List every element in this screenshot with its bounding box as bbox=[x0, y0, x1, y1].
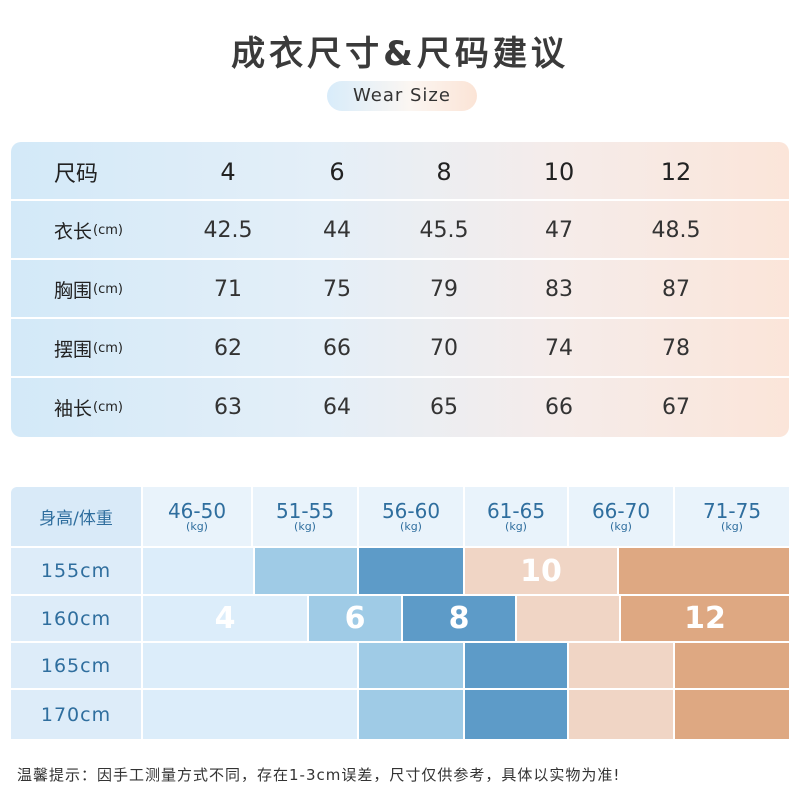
table-cell: 48.5 bbox=[651, 218, 701, 243]
size-block-12 bbox=[675, 643, 789, 688]
size-block-6 bbox=[359, 690, 463, 739]
table-cell: 83 bbox=[545, 277, 573, 302]
size-block-10 bbox=[517, 596, 619, 641]
table-cell: 65 bbox=[430, 395, 458, 420]
size-recommendation-grid: 身高/体重 46-50 (kg) 51-55 (kg) 56-60 (kg) 61-6… bbox=[11, 487, 789, 739]
table-cell: 79 bbox=[430, 277, 458, 302]
size-block-10 bbox=[569, 643, 673, 688]
size-block-12: 12 bbox=[621, 596, 789, 641]
weight-col-header: 66-70 (kg) bbox=[569, 487, 673, 546]
table-cell: 66 bbox=[323, 336, 351, 361]
size-block-6 bbox=[359, 643, 463, 688]
size-block-10: 10 bbox=[465, 548, 617, 594]
table-cell: 44 bbox=[323, 218, 351, 243]
subtitle-badge: Wear Size bbox=[327, 81, 477, 111]
weight-col-header: 46-50 (kg) bbox=[143, 487, 251, 546]
size-col-header: 8 bbox=[436, 157, 452, 186]
height-row-header: 160cm bbox=[11, 596, 141, 641]
size-table: 尺码 4 6 8 10 12 衣长 (cm) 42.5 44 45.5 47 48… bbox=[11, 142, 789, 437]
size-block-6 bbox=[255, 548, 357, 594]
table-row: 胸围 (cm) 71 75 79 83 87 bbox=[11, 260, 789, 319]
height-row-header: 165cm bbox=[11, 643, 141, 688]
size-block-8 bbox=[465, 690, 567, 739]
size-block-12 bbox=[675, 690, 789, 739]
size-col-header: 10 bbox=[543, 157, 575, 186]
size-header-row: 尺码 4 6 8 10 12 bbox=[11, 142, 789, 201]
row-label: 衣长 (cm) bbox=[54, 221, 123, 243]
weight-col-header: 61-65 (kg) bbox=[465, 487, 567, 546]
table-cell: 78 bbox=[662, 336, 690, 361]
table-cell: 64 bbox=[323, 395, 351, 420]
table-row: 袖长 (cm) 63 64 65 66 67 bbox=[11, 378, 789, 437]
size-block-8 bbox=[359, 548, 463, 594]
weight-col-header: 71-75 (kg) bbox=[675, 487, 789, 546]
size-block-4 bbox=[143, 643, 357, 688]
measurement-note: 温馨提示：因手工测量方式不同，存在1-3cm误差，尺寸仅供参考，具体以实物为准! bbox=[17, 766, 621, 784]
row-label: 胸围 (cm) bbox=[54, 280, 123, 302]
table-row: 摆围 (cm) 62 66 70 74 78 bbox=[11, 319, 789, 378]
size-block-8 bbox=[465, 643, 567, 688]
table-cell: 67 bbox=[662, 395, 690, 420]
table-cell: 62 bbox=[214, 336, 242, 361]
size-col-header: 4 bbox=[220, 157, 236, 186]
table-cell: 71 bbox=[214, 277, 242, 302]
table-cell: 75 bbox=[323, 277, 351, 302]
size-block-12 bbox=[619, 548, 789, 594]
size-col-header: 6 bbox=[329, 157, 345, 186]
table-row: 衣长 (cm) 42.5 44 45.5 47 48.5 bbox=[11, 201, 789, 260]
table-cell: 87 bbox=[662, 277, 690, 302]
table-cell: 74 bbox=[545, 336, 573, 361]
size-block-8: 8 bbox=[403, 596, 515, 641]
row-label: 袖长 (cm) bbox=[54, 398, 123, 420]
size-block-6: 6 bbox=[309, 596, 401, 641]
size-block-4: 4 bbox=[143, 596, 307, 641]
height-row-header: 170cm bbox=[11, 690, 141, 739]
table-cell: 63 bbox=[214, 395, 242, 420]
table-cell: 47 bbox=[545, 218, 573, 243]
size-block-4 bbox=[143, 690, 357, 739]
row-label: 摆围 (cm) bbox=[54, 339, 123, 361]
weight-col-header: 51-55 (kg) bbox=[253, 487, 357, 546]
size-col-header: 12 bbox=[660, 157, 692, 186]
weight-col-header: 56-60 (kg) bbox=[359, 487, 463, 546]
table-cell: 70 bbox=[430, 336, 458, 361]
table-cell: 42.5 bbox=[203, 218, 253, 243]
grid-corner-label: 身高/体重 bbox=[11, 487, 141, 546]
height-row-header: 155cm bbox=[11, 548, 141, 594]
table-cell: 45.5 bbox=[419, 218, 469, 243]
size-header-label: 尺码 bbox=[54, 161, 99, 187]
table-cell: 66 bbox=[545, 395, 573, 420]
size-block-4 bbox=[143, 548, 253, 594]
page-title: 成衣尺寸&尺码建议 bbox=[231, 34, 569, 74]
size-block-10 bbox=[569, 690, 673, 739]
